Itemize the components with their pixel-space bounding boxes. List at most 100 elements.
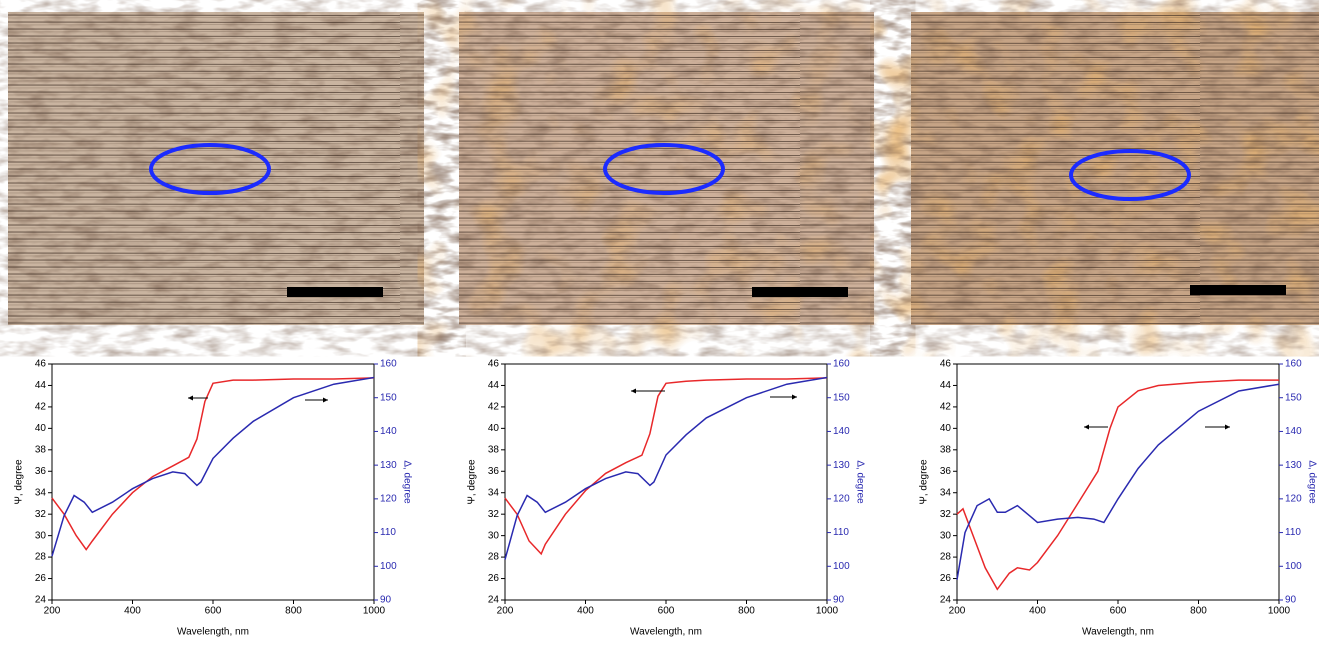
y2-tick-label: 110 — [1285, 527, 1301, 538]
y-tick-label: 32 — [488, 509, 500, 520]
plot-frame — [957, 364, 1279, 600]
micrograph-1 — [8, 12, 424, 325]
y-tick-label: 44 — [35, 380, 47, 391]
y-tick-label: 40 — [488, 423, 500, 434]
y-tick-label: 34 — [940, 487, 952, 498]
page: 200 400 600 800 1000 24 26 28 30 32 34 36 38 40 42 44 46… — [0, 0, 1319, 641]
y2-tick-label: 100 — [1285, 561, 1302, 572]
y2-tick-label: 140 — [1285, 426, 1302, 437]
y-axis-label: Ψ, degree — [467, 459, 478, 504]
y-tick-label: 34 — [488, 487, 500, 498]
y2-axis-label: Δ, degree — [401, 460, 412, 504]
y2-tick-label: 160 — [380, 359, 397, 370]
line-series — [52, 378, 374, 550]
y-tick-label: 42 — [488, 402, 500, 413]
axis-arrowhead — [323, 398, 328, 403]
y-tick-label: 28 — [35, 552, 47, 563]
y2-tick-label: 140 — [833, 426, 850, 437]
y-tick-label: 38 — [488, 444, 500, 455]
y-tick-label: 46 — [940, 359, 952, 370]
y-tick-label: 46 — [488, 359, 500, 370]
y2-tick-label: 90 — [380, 595, 392, 606]
axis-arrowhead — [631, 389, 636, 394]
figure: 200 400 600 800 1000 24 26 28 30 32 34 36 38 40 42 44 46… — [0, 0, 1319, 641]
line-series — [957, 384, 1279, 580]
y-tick-label: 40 — [940, 423, 952, 434]
y-axis-label: Ψ, degree — [14, 459, 25, 504]
x-tick-label: 600 — [205, 606, 222, 617]
y-tick-label: 32 — [940, 509, 952, 520]
y-axis-label: Ψ, degree — [919, 459, 930, 504]
x-tick-label: 200 — [949, 606, 966, 617]
y2-tick-label: 160 — [833, 359, 850, 370]
x-tick-label: 800 — [738, 606, 755, 617]
x-axis-label: Wavelength, nm — [177, 627, 249, 638]
x-tick-label: 200 — [44, 606, 61, 617]
x-tick-label: 600 — [658, 606, 675, 617]
y2-tick-label: 130 — [833, 460, 850, 471]
chart: 200 400 600 800 1000 24 26 28 30 32 34 36 38 40 42 44 46… — [919, 359, 1318, 638]
y-tick-label: 26 — [35, 573, 47, 584]
y-tick-label: 28 — [940, 552, 952, 563]
y2-tick-label: 120 — [1285, 493, 1302, 504]
y2-tick-label: 150 — [1285, 392, 1302, 403]
x-tick-label: 400 — [577, 606, 594, 617]
y2-tick-label: 100 — [833, 561, 850, 572]
y-tick-label: 36 — [35, 466, 47, 477]
y-tick-label: 36 — [488, 466, 500, 477]
y-tick-label: 28 — [488, 552, 500, 563]
y-tick-label: 26 — [488, 573, 500, 584]
y2-axis-label: Δ, degree — [1306, 460, 1317, 504]
y-tick-label: 46 — [35, 359, 47, 370]
y-tick-label: 44 — [488, 380, 500, 391]
y-tick-label: 26 — [940, 573, 952, 584]
x-axis-label: Wavelength, nm — [1082, 627, 1154, 638]
y-tick-label: 30 — [940, 530, 952, 541]
y-tick-label: 40 — [35, 423, 47, 434]
y2-tick-label: 130 — [1285, 460, 1302, 471]
y-tick-label: 36 — [940, 466, 952, 477]
x-tick-label: 800 — [285, 606, 302, 617]
x-tick-label: 800 — [1190, 606, 1207, 617]
axis-arrowhead — [1084, 425, 1089, 430]
y2-axis-label: Δ, degree — [854, 460, 865, 504]
y-tick-label: 38 — [940, 444, 952, 455]
x-tick-label: 1000 — [816, 606, 839, 617]
y2-tick-label: 120 — [833, 493, 850, 504]
y2-tick-label: 160 — [1285, 359, 1302, 370]
x-tick-label: 400 — [1029, 606, 1046, 617]
y-tick-label: 32 — [35, 509, 47, 520]
micrograph-3 — [911, 12, 1319, 325]
chart: 200 400 600 800 1000 24 26 28 30 32 34 36 38 40 42 44 46… — [467, 359, 866, 638]
line-series — [957, 380, 1279, 589]
plot-frame — [505, 364, 827, 600]
y-tick-label: 42 — [35, 402, 47, 413]
x-tick-label: 1000 — [1268, 606, 1291, 617]
y-tick-label: 30 — [35, 530, 47, 541]
x-tick-label: 400 — [124, 606, 141, 617]
y2-tick-label: 100 — [380, 561, 397, 572]
y2-tick-label: 90 — [1285, 595, 1297, 606]
y2-tick-label: 120 — [380, 493, 397, 504]
y-tick-label: 34 — [35, 487, 47, 498]
y-tick-label: 24 — [488, 595, 500, 606]
y2-tick-label: 150 — [833, 392, 850, 403]
x-tick-label: 600 — [1110, 606, 1127, 617]
y-tick-label: 30 — [488, 530, 500, 541]
x-tick-label: 200 — [497, 606, 514, 617]
micrograph-2 — [459, 12, 874, 325]
x-tick-label: 1000 — [363, 606, 386, 617]
y-tick-label: 42 — [940, 402, 952, 413]
x-axis-label: Wavelength, nm — [630, 627, 702, 638]
y2-tick-label: 110 — [833, 527, 849, 538]
axis-arrowhead — [1225, 425, 1230, 430]
axis-arrowhead — [188, 396, 193, 401]
y2-tick-label: 90 — [833, 595, 845, 606]
axis-arrowhead — [792, 395, 797, 400]
y-tick-label: 44 — [940, 380, 952, 391]
y-tick-label: 24 — [35, 595, 47, 606]
y2-tick-label: 110 — [380, 527, 396, 538]
y-tick-label: 24 — [940, 595, 952, 606]
line-series — [505, 378, 827, 554]
